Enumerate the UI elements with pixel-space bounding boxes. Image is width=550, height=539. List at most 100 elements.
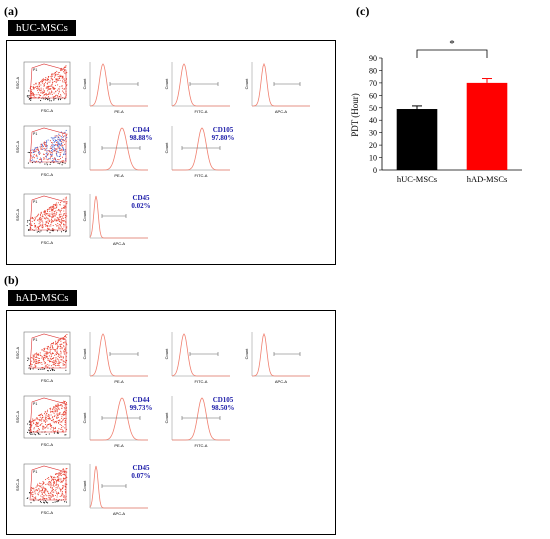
scatter-point [57,73,59,75]
scatter-point [44,363,46,365]
scatter-point [52,157,54,159]
scatter-point [39,213,42,215]
scatter-point [66,344,68,346]
gate-label: P1 [33,200,37,204]
scatter-point [51,93,53,95]
scatter-point [62,198,64,200]
scatter-point [51,219,53,221]
scatter-point [51,346,53,348]
scatter-point [40,145,42,148]
scatter-point [47,139,49,141]
scatter-point [63,207,65,209]
pdt-bar-chart: PDT (Hour) 0 10 20 30 40 50 60 70 80 90 hUC-MSCs hA… [350,38,522,184]
scatter-point [44,210,46,212]
scatter-point [30,98,32,100]
scatter-point [35,96,37,98]
scatter-point [59,488,61,490]
scatter-point [37,230,39,233]
scatter-point [56,494,58,496]
scatter-point [61,424,63,426]
scatter-point [52,143,54,145]
scatter-point [47,348,49,350]
scatter-point [40,148,42,150]
scatter-point [61,80,64,82]
scatter-point [40,424,42,426]
scatter-point [62,487,64,489]
scatter-point [45,423,47,425]
scatter-point [42,215,44,218]
scatter-point [62,364,64,366]
scatter-point [55,160,57,162]
scatter-point [30,363,32,365]
scatter-point [39,152,41,154]
scatter-point [59,86,61,88]
scatter-point [43,158,45,160]
histogram-y-label: Count [82,480,87,492]
scatter-point [44,163,46,165]
histogram: APC-A Count [244,332,310,384]
scatter-point [50,418,52,420]
scatter-point [64,199,66,201]
scatter-point [52,364,54,366]
scatter-point [64,341,66,343]
scatter-point [53,138,55,140]
scatter-point [61,156,64,158]
significance-marker: * [449,38,455,50]
scatter-point [43,141,45,143]
scatter-point [57,143,60,145]
scatter-point [55,420,57,423]
scatter-point [52,138,54,140]
scatter-point [61,417,63,420]
scatter-point [47,418,50,420]
scatter-point [61,471,63,473]
scatter-point [64,408,66,410]
scatter-point [39,368,41,370]
scatter-point [53,432,55,434]
scatter-point [46,420,48,422]
scatter-point [52,421,54,423]
scatter-point [54,354,56,356]
scatter-point [52,477,54,479]
scatter-point [52,484,54,486]
scatter-point [31,162,34,164]
scatter-point [57,99,59,101]
panel-b-tag: hAD-MSCs [8,290,77,306]
scatter-point [42,486,44,488]
scatter-point [40,160,43,162]
scatter-point [51,83,53,85]
scatter-point [43,356,45,359]
scatter-point [56,225,58,227]
scatter-point [37,361,39,363]
scatter-point [42,220,44,222]
scatter-point [33,84,35,86]
scatter-point [51,487,53,489]
scatter-point [54,84,56,86]
scatter-point [55,71,57,73]
scatter-point [59,139,62,142]
scatter-point [51,488,53,490]
scatter-point [47,96,50,98]
marker-percent: 98.50% [211,404,235,412]
scatter-point [36,425,38,427]
scatter-point [62,413,64,415]
scatter-point [44,416,46,418]
scatter-point [37,354,39,356]
scatter-point [44,489,46,491]
scatter-point [43,413,46,415]
scatter-point [65,336,67,338]
scatter-point [39,358,41,360]
scatter-point [54,430,56,432]
scatter-point [55,148,57,150]
scatter-point [34,226,36,228]
histogram-curve [89,465,148,509]
scatter-point [43,348,45,350]
scatter-point [50,410,52,412]
scatter-point [52,501,54,504]
scatter-point [55,140,57,142]
panel-c-label: (c) [356,4,370,18]
scatter-point [51,353,53,355]
scatter-point [54,141,56,143]
scatter-point [59,495,61,497]
scatter-point [55,79,57,81]
scatter-point [41,490,43,492]
